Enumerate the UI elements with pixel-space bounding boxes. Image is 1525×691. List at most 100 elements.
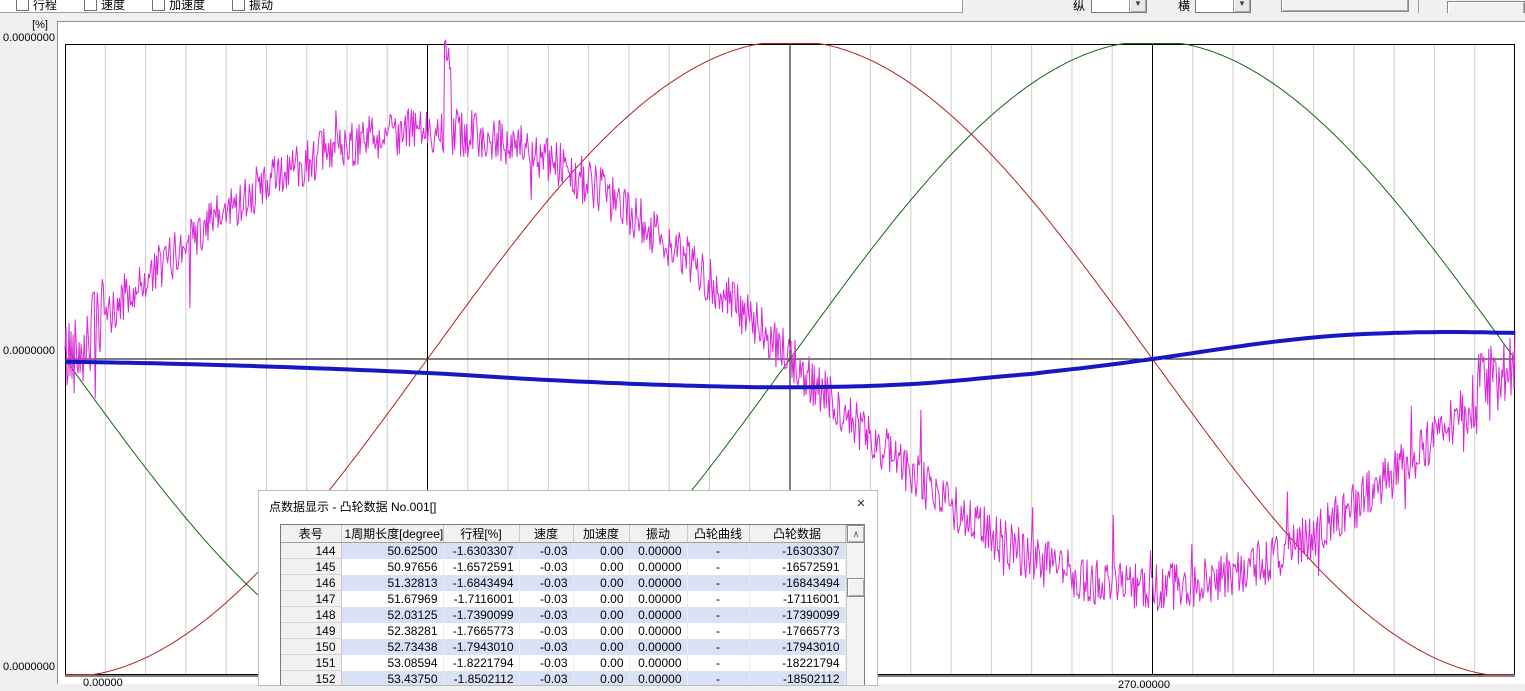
- table-scrollbar[interactable]: ∧: [846, 525, 865, 685]
- table-header-cell[interactable]: 凸轮数据: [749, 525, 846, 543]
- data-cell[interactable]: 0.00000: [629, 638, 688, 655]
- data-cell[interactable]: -0.03: [519, 574, 574, 591]
- row-index-cell[interactable]: 150: [281, 638, 342, 655]
- table-header-cell[interactable]: 1周期长度[degree]: [341, 525, 444, 543]
- data-cell[interactable]: -0.03: [519, 542, 574, 559]
- horizontal-scale-spinner[interactable]: ▼: [1195, 0, 1251, 13]
- data-cell[interactable]: -: [687, 654, 750, 671]
- spinner-down-icon[interactable]: ▼: [1129, 0, 1146, 12]
- table-row[interactable]: 149 52.38281 -1.7665773 -0.03 0.00 0.00000- -1…: [281, 622, 846, 639]
- wide-toolbar-button[interactable]: [1281, 0, 1409, 12]
- data-cell[interactable]: -0.03: [519, 622, 574, 639]
- table-row[interactable]: 147 51.67969 -1.7116001 -0.03 0.00 0.00000- -1…: [281, 590, 846, 607]
- data-cell[interactable]: -: [687, 606, 750, 623]
- data-cell[interactable]: 0.00000: [629, 590, 688, 607]
- data-cell[interactable]: -16303307: [749, 542, 846, 559]
- table-row[interactable]: 150 52.73438 -1.7943010 -0.03 0.00 0.00000- -1…: [281, 638, 846, 655]
- data-cell[interactable]: -0.03: [519, 558, 574, 575]
- data-cell[interactable]: 51.67969: [341, 590, 444, 607]
- checkbox-stroke[interactable]: 行程: [16, 0, 57, 12]
- data-cell[interactable]: -0.03: [519, 654, 574, 671]
- data-cell[interactable]: -1.8221794: [443, 654, 520, 671]
- table-row[interactable]: 145 50.97656 -1.6572591 -0.03 0.00 0.00000- -1…: [281, 558, 846, 575]
- data-cell[interactable]: 51.32813: [341, 574, 444, 591]
- data-cell[interactable]: 0.00: [573, 542, 630, 559]
- vertical-scale-spinner[interactable]: ▼: [1091, 0, 1147, 13]
- row-index-cell[interactable]: 147: [281, 590, 342, 607]
- data-cell[interactable]: 0.00000: [629, 654, 688, 671]
- table-header-cell[interactable]: 表号: [281, 525, 342, 543]
- data-cell[interactable]: 0.00: [573, 606, 630, 623]
- data-cell[interactable]: -17390099: [749, 606, 846, 623]
- data-cell[interactable]: -: [687, 638, 750, 655]
- scrollbar-up-icon[interactable]: ∧: [847, 525, 865, 543]
- data-cell[interactable]: -1.7943010: [443, 638, 520, 655]
- table-header-cell[interactable]: 加速度: [573, 525, 630, 543]
- right-toolbar-panel: [1418, 0, 1525, 13]
- data-cell[interactable]: -0.03: [519, 590, 574, 607]
- scrollbar-thumb[interactable]: [847, 578, 865, 597]
- table-header-cell[interactable]: 凸轮曲线: [687, 525, 750, 543]
- row-index-cell[interactable]: 146: [281, 574, 342, 591]
- data-cell[interactable]: -16572591: [749, 558, 846, 575]
- right-toolbar-button[interactable]: [1447, 1, 1525, 13]
- data-cell[interactable]: 0.00: [573, 590, 630, 607]
- data-cell[interactable]: -: [687, 542, 750, 559]
- data-cell[interactable]: 52.38281: [341, 622, 444, 639]
- data-cell[interactable]: 50.62500: [341, 542, 444, 559]
- data-cell[interactable]: -18221794: [749, 654, 846, 671]
- data-cell[interactable]: 0.00000: [629, 542, 688, 559]
- row-index-cell[interactable]: 148: [281, 606, 342, 623]
- data-cell[interactable]: 0.00: [573, 574, 630, 591]
- data-cell[interactable]: -1.6303307: [443, 542, 520, 559]
- data-cell[interactable]: -0.03: [519, 606, 574, 623]
- close-icon[interactable]: ×: [856, 495, 866, 512]
- data-cell[interactable]: -1.7116001: [443, 590, 520, 607]
- data-cell[interactable]: -16843494: [749, 574, 846, 591]
- data-cell[interactable]: -0.03: [519, 638, 574, 655]
- data-cell[interactable]: -: [687, 622, 750, 639]
- row-index-cell[interactable]: 145: [281, 558, 342, 575]
- data-cell[interactable]: 0.00: [573, 654, 630, 671]
- data-cell[interactable]: 0.00: [573, 622, 630, 639]
- data-cell[interactable]: -1.7390099: [443, 606, 520, 623]
- table-row[interactable]: 148 52.03125 -1.7390099 -0.03 0.00 0.00000- -1…: [281, 606, 846, 623]
- table-header-cell[interactable]: 行程[%]: [443, 525, 520, 543]
- row-index-cell[interactable]: 144: [281, 542, 342, 559]
- data-cell[interactable]: -: [687, 574, 750, 591]
- row-index-cell[interactable]: 149: [281, 622, 342, 639]
- data-cell[interactable]: -17116001: [749, 590, 846, 607]
- checkbox-vibration[interactable]: 振动: [232, 0, 273, 12]
- data-cell[interactable]: 50.97656: [341, 558, 444, 575]
- data-cell[interactable]: -1.6572591: [443, 558, 520, 575]
- data-cell[interactable]: 0.00000: [629, 606, 688, 623]
- data-cell[interactable]: 52.73438: [341, 638, 444, 655]
- spinner-down-icon[interactable]: ▼: [1233, 0, 1250, 12]
- checkbox-velocity[interactable]: 速度: [84, 0, 125, 12]
- checkbox-icon[interactable]: [84, 0, 97, 11]
- data-cell[interactable]: 0.00000: [629, 574, 688, 591]
- data-cell[interactable]: 0.00: [573, 558, 630, 575]
- data-cell[interactable]: 52.03125: [341, 606, 444, 623]
- data-cell[interactable]: -: [687, 590, 750, 607]
- table-header-cell[interactable]: 振动: [629, 525, 688, 543]
- checkbox-icon[interactable]: [152, 0, 165, 11]
- data-cell[interactable]: 0.00: [573, 638, 630, 655]
- checkbox-icon[interactable]: [232, 0, 245, 11]
- data-cell[interactable]: 53.08594: [341, 654, 444, 671]
- table-row[interactable]: 144 50.62500 -1.6303307 -0.03 0.00 0.00000- -1…: [281, 542, 846, 559]
- data-cell[interactable]: 0.00000: [629, 558, 688, 575]
- checkbox-label: 加速度: [169, 0, 206, 12]
- data-cell[interactable]: 0.00000: [629, 622, 688, 639]
- data-cell[interactable]: -: [687, 558, 750, 575]
- data-cell[interactable]: -1.7665773: [443, 622, 520, 639]
- checkbox-icon[interactable]: [16, 0, 29, 11]
- data-cell[interactable]: -17665773: [749, 622, 846, 639]
- table-row[interactable]: 146 51.32813 -1.6843494 -0.03 0.00 0.00000- -1…: [281, 574, 846, 591]
- data-cell[interactable]: -1.6843494: [443, 574, 520, 591]
- table-header-cell[interactable]: 速度: [519, 525, 574, 543]
- checkbox-acceleration[interactable]: 加速度: [152, 0, 205, 12]
- table-row[interactable]: 151 53.08594 -1.8221794 -0.03 0.00 0.00000- -1…: [281, 654, 846, 671]
- data-cell[interactable]: -17943010: [749, 638, 846, 655]
- row-index-cell[interactable]: 151: [281, 654, 342, 671]
